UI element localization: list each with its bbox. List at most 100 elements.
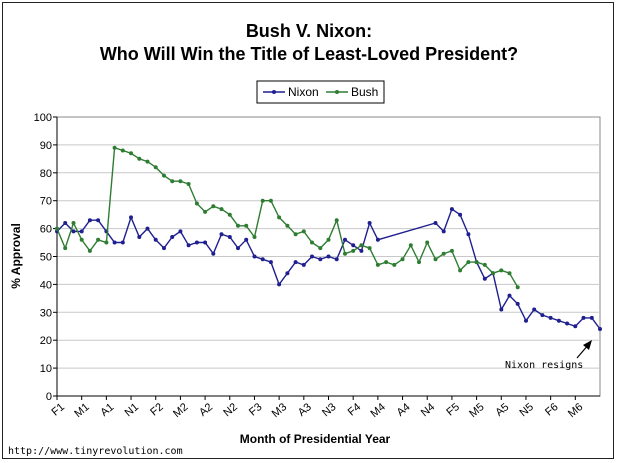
data-point-nixon — [524, 318, 528, 323]
data-point-bush — [417, 260, 421, 265]
data-point-nixon — [96, 218, 101, 223]
data-point-bush — [400, 257, 405, 262]
y-tick-label: 80 — [40, 168, 52, 180]
data-point-bush — [129, 151, 133, 156]
data-point-bush — [318, 246, 323, 251]
data-point-bush — [137, 156, 142, 161]
data-point-bush — [170, 179, 175, 184]
data-point-nixon — [285, 271, 290, 276]
data-point-bush — [351, 248, 356, 253]
data-point-bush — [55, 226, 59, 231]
x-tick-label: A3 — [296, 401, 314, 419]
data-point-nixon — [433, 221, 438, 225]
data-point-nixon — [458, 212, 463, 217]
data-point-nixon — [129, 215, 133, 220]
data-point-bush — [96, 237, 101, 242]
x-tick-label: N1 — [123, 401, 141, 419]
x-tick-label: F4 — [346, 401, 364, 418]
data-point-nixon — [482, 276, 487, 281]
data-point-bush — [63, 246, 68, 251]
data-point-nixon — [499, 307, 504, 312]
data-point-nixon — [79, 229, 84, 234]
data-point-bush — [384, 260, 389, 265]
data-point-bush — [153, 165, 158, 170]
data-point-bush — [301, 229, 306, 234]
y-tick-label: 10 — [40, 363, 52, 375]
data-point-nixon — [449, 207, 454, 212]
data-point-bush — [162, 173, 166, 178]
x-tick-label: A2 — [197, 401, 215, 419]
data-point-nixon — [318, 257, 323, 262]
x-tick-label: A4 — [395, 401, 413, 419]
data-point-bush — [244, 223, 249, 228]
data-point-nixon — [343, 237, 347, 242]
data-point-nixon — [310, 254, 314, 259]
data-point-nixon — [351, 243, 356, 248]
annotation-text: Nixon resigns — [505, 360, 583, 371]
x-tick-label: F2 — [148, 401, 166, 418]
data-point-nixon — [203, 240, 208, 245]
data-point-nixon — [260, 257, 265, 262]
data-point-bush — [367, 246, 372, 251]
x-tick-label: N2 — [221, 401, 239, 419]
data-point-nixon — [63, 221, 68, 225]
x-tick-label: A5 — [493, 401, 511, 419]
chart-title-line2: Who Will Win the Title of Least-Loved Pr… — [100, 44, 518, 64]
data-point-nixon — [71, 229, 76, 234]
y-axis-title: % Approval — [9, 223, 23, 289]
data-point-nixon — [466, 232, 471, 237]
x-tick-label: F5 — [444, 401, 462, 418]
data-point-bush — [87, 248, 92, 253]
y-tick-label: 50 — [40, 252, 52, 264]
data-point-nixon — [277, 282, 282, 287]
data-point-bush — [449, 248, 454, 253]
data-point-nixon — [556, 318, 561, 323]
data-point-nixon — [120, 240, 125, 245]
data-point-nixon — [153, 237, 158, 242]
data-point-bush — [425, 240, 430, 245]
y-tick-label: 30 — [40, 307, 52, 319]
data-point-nixon — [515, 301, 520, 306]
data-point-nixon — [112, 240, 117, 245]
data-point-nixon — [244, 237, 249, 242]
data-point-bush — [186, 182, 191, 186]
data-point-nixon — [573, 324, 578, 329]
data-point-nixon — [236, 246, 240, 251]
data-point-bush — [392, 262, 397, 267]
y-tick-label: 0 — [46, 391, 52, 403]
data-point-bush — [491, 271, 495, 276]
y-tick-label: 100 — [34, 112, 52, 124]
data-point-nixon — [589, 315, 594, 320]
data-point-nixon — [170, 235, 175, 239]
data-point-nixon — [162, 246, 166, 251]
y-tick-label: 60 — [40, 224, 52, 236]
data-point-nixon — [194, 240, 199, 245]
x-tick-label: N3 — [320, 401, 338, 419]
x-tick-label: M1 — [72, 401, 91, 420]
data-point-bush — [203, 209, 208, 214]
y-tick-label: 90 — [40, 140, 52, 152]
data-point-bush — [507, 271, 512, 276]
data-point-bush — [408, 243, 413, 248]
data-point-nixon — [598, 327, 602, 331]
legend: Nixon Bush — [256, 80, 385, 104]
data-point-nixon — [532, 307, 537, 312]
y-tick-label: 70 — [40, 196, 52, 208]
x-tick-label: M3 — [270, 401, 289, 420]
data-point-nixon — [227, 235, 232, 239]
data-point-bush — [466, 260, 471, 265]
data-point-bush — [145, 159, 150, 164]
data-point-nixon — [565, 321, 570, 326]
data-point-nixon — [186, 243, 191, 248]
data-point-bush — [293, 232, 298, 237]
y-tick-label: 20 — [40, 335, 52, 347]
data-point-nixon — [441, 229, 446, 234]
data-point-bush — [343, 251, 347, 256]
data-point-nixon — [145, 226, 150, 231]
source-credit: http://www.tinyrevolution.com — [8, 446, 183, 457]
data-point-nixon — [540, 313, 545, 318]
x-tick-label: A1 — [98, 401, 116, 419]
data-point-nixon — [137, 235, 142, 239]
data-point-bush — [211, 204, 216, 209]
